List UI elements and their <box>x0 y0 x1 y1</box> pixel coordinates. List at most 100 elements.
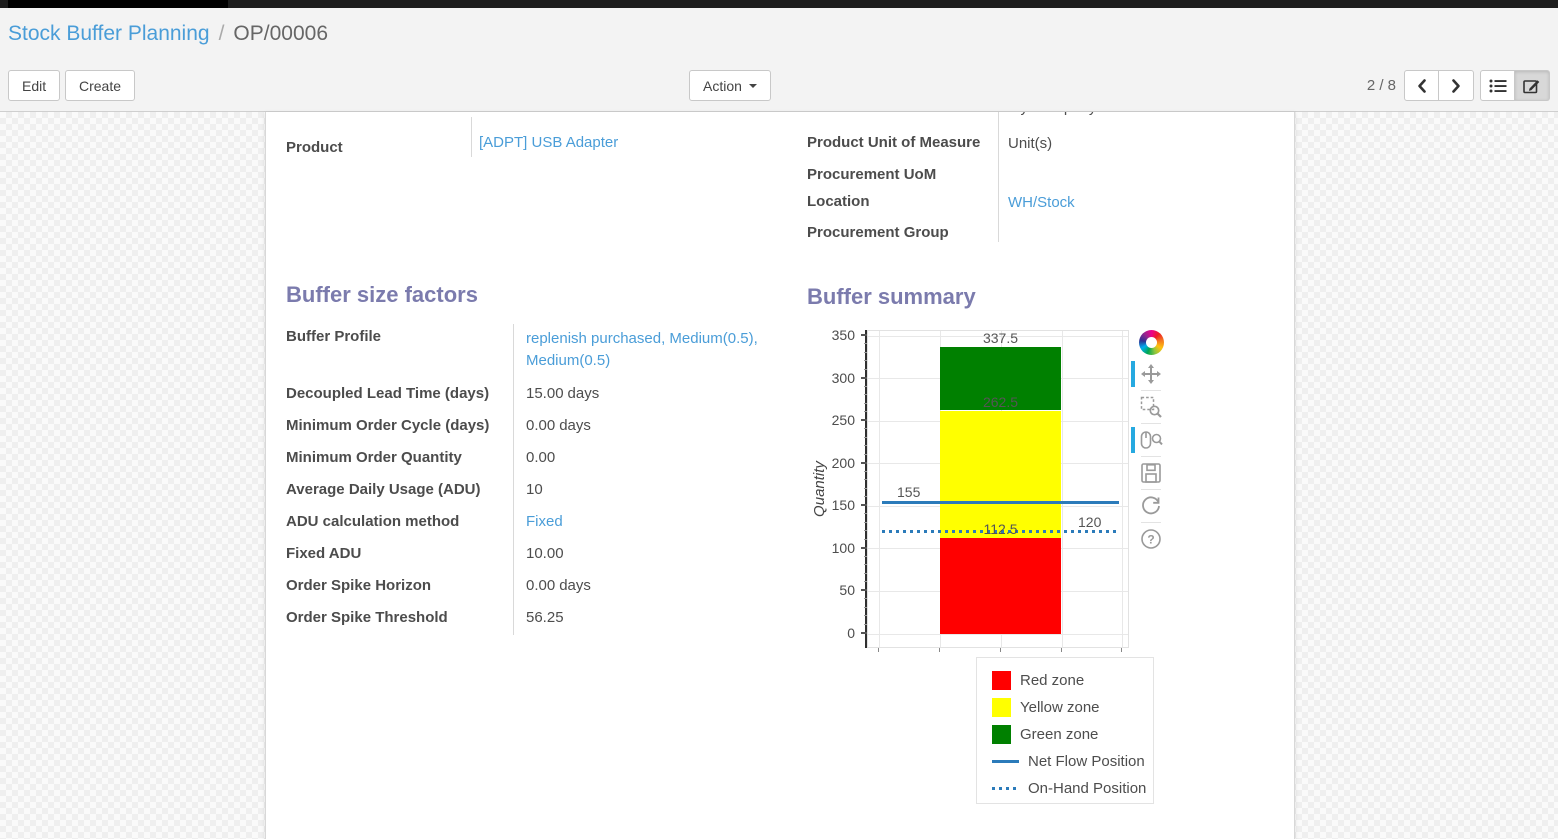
y-minor-tick <box>864 428 867 430</box>
red-zone-bar <box>940 538 1061 634</box>
y-tick-label: 200 <box>831 454 855 471</box>
y-minor-tick <box>864 368 867 370</box>
chart-plot-area[interactable]: 337.5 262.5 112.5 155 120 <box>867 330 1129 648</box>
y-minor-tick <box>864 572 867 574</box>
legend-item-red-zone: Red zone <box>992 667 1153 694</box>
fixed-adu-label: Fixed ADU <box>286 545 362 562</box>
location-field-label: Location <box>807 193 870 210</box>
y-major-tick <box>861 419 867 422</box>
field-row: Decoupled Lead Time (days) 15.00 days <box>286 381 906 413</box>
x-tick <box>878 648 879 652</box>
zone-value-label: 112.5 <box>983 521 1018 538</box>
pan-tool-icon[interactable] <box>1131 361 1164 387</box>
product-uom-field-value: Unit(s) <box>1008 135 1053 152</box>
svg-text:?: ? <box>1147 533 1154 547</box>
field-row: Order Spike Threshold 56.25 <box>286 605 906 635</box>
order-spike-threshold-value: 56.25 <box>526 609 564 626</box>
product-field-value[interactable]: [ADPT] USB Adapter <box>479 134 619 151</box>
box-zoom-tool-icon[interactable] <box>1138 394 1164 420</box>
procurement-uom-field-label: Procurement UoM <box>807 166 937 183</box>
help-tool-icon[interactable]: ? <box>1138 526 1164 552</box>
company-field-value-clipped: My Company <box>1008 112 1208 126</box>
chevron-left-icon <box>1417 78 1426 93</box>
caret-down-icon <box>748 83 757 88</box>
create-button[interactable]: Create <box>65 70 136 101</box>
wheel-zoom-tool-icon[interactable] <box>1131 427 1164 453</box>
y-minor-tick <box>864 555 867 557</box>
save-tool-icon[interactable] <box>1138 460 1164 486</box>
buffer-profile-label: Buffer Profile <box>286 328 382 345</box>
toolbar-separator <box>1141 390 1161 391</box>
h-gridline <box>868 633 1128 635</box>
y-minor-tick <box>864 436 867 438</box>
y-minor-tick <box>864 470 867 472</box>
y-minor-tick <box>864 394 867 396</box>
buffer-profile-value[interactable]: replenish purchased, Medium(0.5), Medium… <box>526 330 758 369</box>
breadcrumb-current: OP/00006 <box>233 22 328 45</box>
action-dropdown-button[interactable]: Action <box>689 70 771 101</box>
buffer-summary-chart: Quantity 337.5 262.5 112.5 155 120 <box>811 325 1171 660</box>
on-hand-position-line <box>882 530 1119 534</box>
solid-line-swatch-icon <box>992 760 1019 763</box>
legend-item-green-zone: Green zone <box>992 721 1153 748</box>
pager-counter: 2 / 8 <box>1366 77 1396 94</box>
y-minor-tick <box>864 513 867 515</box>
x-tick <box>939 648 940 652</box>
y-minor-tick <box>864 343 867 344</box>
main-content: My Company Product [ADPT] USB Adapter Pr… <box>0 112 1558 839</box>
field-separator <box>998 112 999 242</box>
v-gridline <box>1122 331 1123 647</box>
y-major-tick <box>861 376 867 379</box>
pager-previous-button[interactable] <box>1404 70 1439 101</box>
y-tick-label: 50 <box>839 582 855 599</box>
order-spike-horizon-label: Order Spike Horizon <box>286 577 432 594</box>
list-view-button[interactable] <box>1480 70 1515 101</box>
x-tick <box>1121 648 1122 652</box>
y-minor-tick <box>864 402 867 404</box>
red-swatch-icon <box>992 671 1011 690</box>
unit-suffix: days <box>567 385 600 402</box>
minimum-order-quantity-value: 0.00 <box>526 449 556 466</box>
chevron-right-icon <box>1452 78 1460 93</box>
field-row: Average Daily Usage (ADU) 10 <box>286 477 906 509</box>
yellow-zone-bar <box>940 410 1061 539</box>
green-swatch-icon <box>992 725 1011 744</box>
toolbar-separator <box>1141 423 1161 424</box>
bokeh-logo-icon[interactable] <box>1138 330 1164 355</box>
y-major-tick <box>861 589 867 592</box>
bokeh-toolbar: ? <box>1131 330 1166 555</box>
legend-item-on-hand-position: On-Hand Position <box>992 775 1153 802</box>
pager-next-button[interactable] <box>1439 70 1474 101</box>
adu-calculation-method-value[interactable]: Fixed <box>526 513 563 530</box>
y-axis-line <box>865 330 867 648</box>
toolbar-separator <box>1141 489 1161 490</box>
decoupled-lead-time-value: 15.00 <box>526 385 564 402</box>
line-value-label: 155 <box>897 484 921 501</box>
procurement-group-field-label: Procurement Group <box>807 224 949 241</box>
y-major-tick <box>861 632 867 634</box>
edit-button[interactable]: Edit <box>8 70 61 101</box>
dotted-line-swatch-icon <box>992 787 1019 790</box>
field-row: Minimum Order Cycle (days) 0.00 days <box>286 413 906 445</box>
y-minor-tick <box>864 538 867 540</box>
breadcrumb-parent-link[interactable]: Stock Buffer Planning <box>8 22 210 45</box>
y-minor-tick <box>864 487 867 489</box>
field-row: Order Spike Horizon 0.00 days <box>286 573 906 605</box>
unit-suffix: days <box>559 417 591 434</box>
y-tick-label: 100 <box>831 539 855 556</box>
y-minor-tick <box>864 521 867 523</box>
location-field-value[interactable]: WH/Stock <box>1008 194 1075 211</box>
average-daily-usage-label: Average Daily Usage (ADU) <box>286 481 481 498</box>
decoupled-lead-time-label: Decoupled Lead Time (days) <box>286 385 490 402</box>
form-view-button[interactable] <box>1515 70 1550 101</box>
green-zone-bar <box>940 346 1061 411</box>
reset-tool-icon[interactable] <box>1138 493 1164 519</box>
y-minor-tick <box>864 581 867 583</box>
field-row: ADU calculation method Fixed <box>286 509 906 541</box>
y-tick-label: 350 <box>831 327 855 343</box>
list-icon <box>1489 79 1506 92</box>
net-flow-position-line <box>882 500 1119 504</box>
y-minor-tick <box>864 453 867 455</box>
legend-item-net-flow-position: Net Flow Position <box>992 748 1153 775</box>
toolbar-separator <box>1141 522 1161 523</box>
